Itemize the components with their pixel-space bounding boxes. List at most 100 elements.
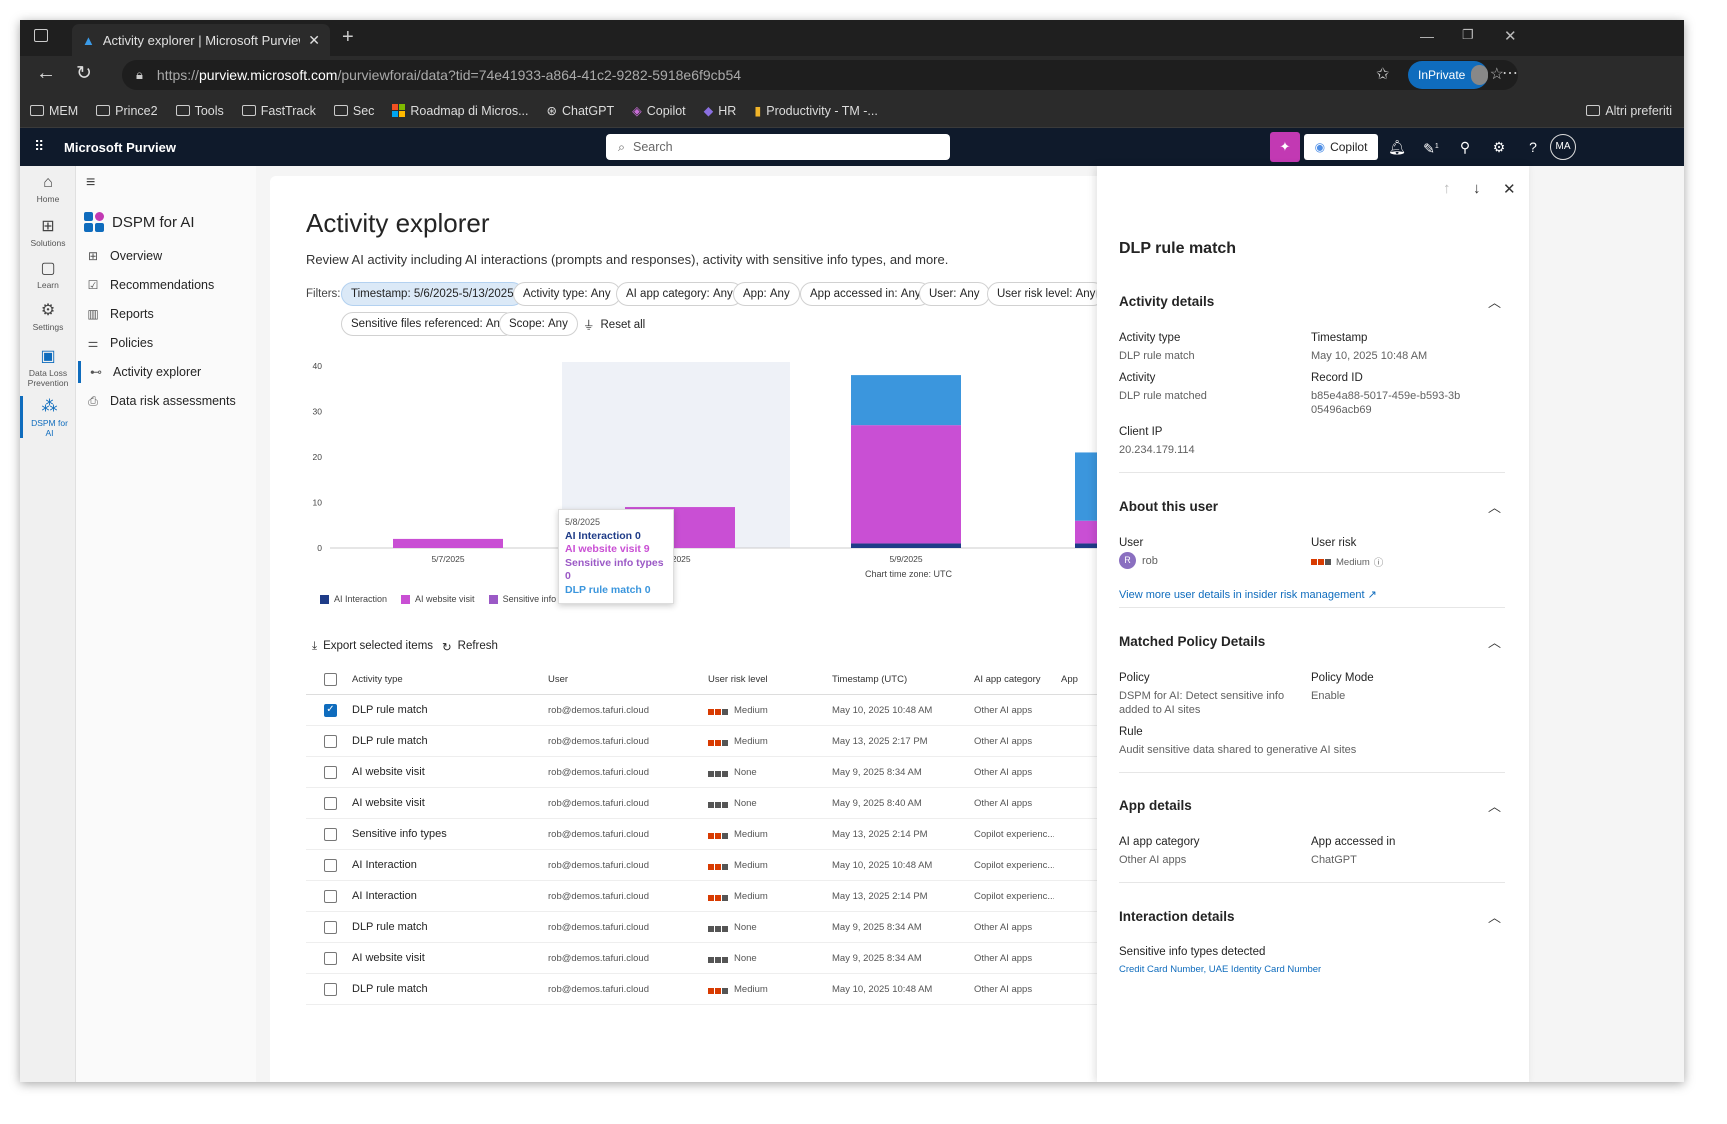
row-checkbox[interactable] <box>324 828 337 841</box>
table-row[interactable]: ✓ DLP rule match rob@demos.tafuri.cloud Med… <box>306 695 1170 726</box>
tab-actions-icon[interactable] <box>34 29 48 42</box>
filter-activity-type[interactable]: Activity type: Any <box>513 282 621 306</box>
favorite-item[interactable]: FastTrack <box>241 104 316 118</box>
filter-app[interactable]: App: Any <box>733 282 800 306</box>
row-checkbox[interactable] <box>324 766 337 779</box>
rail-item-learn[interactable]: ▢ Learn <box>20 258 76 290</box>
restore-icon[interactable]: ❐ <box>1462 27 1474 42</box>
reset-all-button[interactable]: ⏚ Reset all <box>583 319 646 332</box>
app-launcher-icon[interactable]: ⠿ <box>34 138 44 154</box>
browser-tab[interactable]: ▲ Activity explorer | Microsoft Purview … <box>72 24 330 56</box>
table-row[interactable]: Sensitive info types rob@demos.tafuri.clo… <box>306 819 1170 850</box>
close-window-icon[interactable]: ✕ <box>1504 28 1517 45</box>
favorite-item[interactable]: Prince2 <box>96 104 158 118</box>
filter-timestamp[interactable]: Timestamp: 5/6/2025-5/13/2025 <box>341 282 524 306</box>
user-avatar[interactable]: MA <box>1550 134 1576 160</box>
collapse-chevron-icon[interactable]: ︿ <box>1487 910 1501 925</box>
rail-item-dspm[interactable]: ⁂ DSPM for AI <box>20 396 76 438</box>
nav-item-data-risk[interactable]: ⎙ Data risk assessments <box>86 390 236 412</box>
collapse-chevron-icon[interactable]: ︿ <box>1487 500 1501 515</box>
filter-user-risk-level[interactable]: User risk level: Any <box>987 282 1106 306</box>
nav-item-policies[interactable]: ⚌ Policies <box>87 336 154 350</box>
table-row[interactable]: AI Interaction rob@demos.tafuri.cloud Medi… <box>306 881 1170 912</box>
col-timestamp[interactable]: Timestamp (UTC) <box>832 674 908 685</box>
copilot-pin-button[interactable]: ✦ <box>1270 132 1300 162</box>
table-row[interactable]: AI website visit rob@demos.tafuri.cloud No… <box>306 757 1170 788</box>
row-checkbox[interactable] <box>324 952 337 965</box>
row-checkbox[interactable] <box>324 890 337 903</box>
legend-item[interactable]: Sensitive info types <box>488 594 580 604</box>
col-activity-type[interactable]: Activity type <box>352 674 403 685</box>
table-row[interactable]: AI website visit rob@demos.tafuri.cloud No… <box>306 943 1170 974</box>
nav-item-activity-explorer[interactable]: ⊷ Activity explorer <box>78 361 201 383</box>
filter-sensitive-files[interactable]: Sensitive files referenced: Any <box>341 312 516 336</box>
nav-item-overview[interactable]: ⊞ Overview <box>87 249 163 263</box>
row-checkbox[interactable] <box>324 735 337 748</box>
rail-item-solutions[interactable]: ⊞ Solutions <box>20 216 76 248</box>
activity-details-heading[interactable]: Activity details <box>1119 294 1215 309</box>
collapse-menu-icon[interactable]: ≡ <box>86 174 96 191</box>
collapse-chevron-icon[interactable]: ︿ <box>1487 295 1501 310</box>
connect-icon[interactable]: ⚲ <box>1459 139 1471 155</box>
settings-icon[interactable]: ⚙ <box>1492 139 1506 155</box>
filter-ai-app-category[interactable]: AI app category: Any <box>616 282 743 306</box>
favorite-item[interactable]: Roadmap di Micros... <box>392 104 529 118</box>
col-user[interactable]: User <box>548 674 569 685</box>
favorites-icon[interactable]: ✩ <box>1376 66 1390 83</box>
rail-item-settings[interactable]: ⚙ Settings <box>20 300 76 332</box>
minimize-icon[interactable]: — <box>1420 28 1434 44</box>
row-checkbox[interactable] <box>324 797 337 810</box>
favorite-item[interactable]: ⊛ ChatGPT <box>546 103 615 119</box>
filter-user[interactable]: User: Any <box>919 282 990 306</box>
favorite-item[interactable]: ▮ Productivity - TM -... <box>754 103 878 119</box>
back-icon[interactable]: ← <box>36 62 56 84</box>
table-row[interactable]: AI Interaction rob@demos.tafuri.cloud Medi… <box>306 850 1170 881</box>
previous-item-icon[interactable]: ↑ <box>1443 180 1451 197</box>
table-row[interactable]: DLP rule match rob@demos.tafuri.cloud None… <box>306 912 1170 943</box>
favorite-star-icon[interactable]: ☆ <box>1489 66 1504 83</box>
search-box[interactable]: ⌕ Search <box>606 134 950 160</box>
insider-risk-link[interactable]: View more user details in insider risk m… <box>1119 589 1377 601</box>
row-checkbox[interactable] <box>324 921 337 934</box>
close-panel-icon[interactable]: ✕ <box>1503 181 1516 198</box>
collapse-chevron-icon[interactable]: ︿ <box>1487 799 1501 814</box>
copilot-button[interactable]: ◉ Copilot <box>1304 134 1378 160</box>
row-checkbox[interactable] <box>324 983 337 996</box>
app-details-heading[interactable]: App details <box>1119 798 1192 813</box>
new-tab-icon[interactable]: + <box>342 26 354 48</box>
col-ai-app-category[interactable]: AI app category <box>974 674 1041 685</box>
table-row[interactable]: DLP rule match rob@demos.tafuri.cloud Medi… <box>306 726 1170 757</box>
filter-scope[interactable]: Scope: Any <box>499 312 578 336</box>
notifications-icon[interactable]: 🔔︎ <box>1388 139 1406 155</box>
table-row[interactable]: AI website visit rob@demos.tafuri.cloud No… <box>306 788 1170 819</box>
about-user-heading[interactable]: About this user <box>1119 499 1219 514</box>
favorite-item[interactable]: MEM <box>30 104 78 118</box>
whats-new-icon[interactable]: ✎1 <box>1423 140 1439 157</box>
refresh-button[interactable]: ↻ Refresh <box>442 640 498 654</box>
sensitive-info-types-value[interactable]: Credit Card Number, UAE Identity Card Nu… <box>1119 964 1322 975</box>
col-user-risk[interactable]: User risk level <box>708 674 768 685</box>
favorite-item[interactable]: Tools <box>175 104 224 118</box>
favorite-item[interactable]: Sec <box>333 104 374 118</box>
nav-item-reports[interactable]: ▥ Reports <box>87 307 154 321</box>
rail-item-dlp[interactable]: ▣ Data Loss Prevention <box>27 348 69 388</box>
col-app[interactable]: App <box>1061 674 1078 685</box>
refresh-icon[interactable]: ↻ <box>76 63 92 84</box>
legend-item[interactable]: AI Interaction <box>320 594 387 604</box>
inprivate-badge[interactable]: InPrivate <box>1408 61 1488 89</box>
matched-policy-heading[interactable]: Matched Policy Details <box>1119 634 1266 649</box>
favorite-item[interactable]: ◆ HR <box>703 103 737 119</box>
export-button[interactable]: ⤓ Export selected items <box>312 640 434 652</box>
collapse-chevron-icon[interactable]: ︿ <box>1487 635 1501 650</box>
next-item-icon[interactable]: ↓ <box>1473 180 1481 197</box>
url-field[interactable]: 🔒︎ https://purview.microsoft.com/purview… <box>122 60 1518 90</box>
nav-item-recommendations[interactable]: ☑ Recommendations <box>87 278 215 292</box>
app-name[interactable]: Microsoft Purview <box>64 140 176 155</box>
info-icon[interactable]: ⓘ <box>1373 558 1384 569</box>
help-icon[interactable]: ? <box>1529 139 1537 155</box>
filter-app-accessed-in[interactable]: App accessed in: Any <box>800 282 931 306</box>
more-menu-icon[interactable]: ⋯ <box>1502 65 1518 82</box>
legend-item[interactable]: AI website visit <box>401 594 475 604</box>
row-checkbox[interactable] <box>324 859 337 872</box>
favorite-item[interactable]: ◈ Copilot <box>632 103 686 119</box>
